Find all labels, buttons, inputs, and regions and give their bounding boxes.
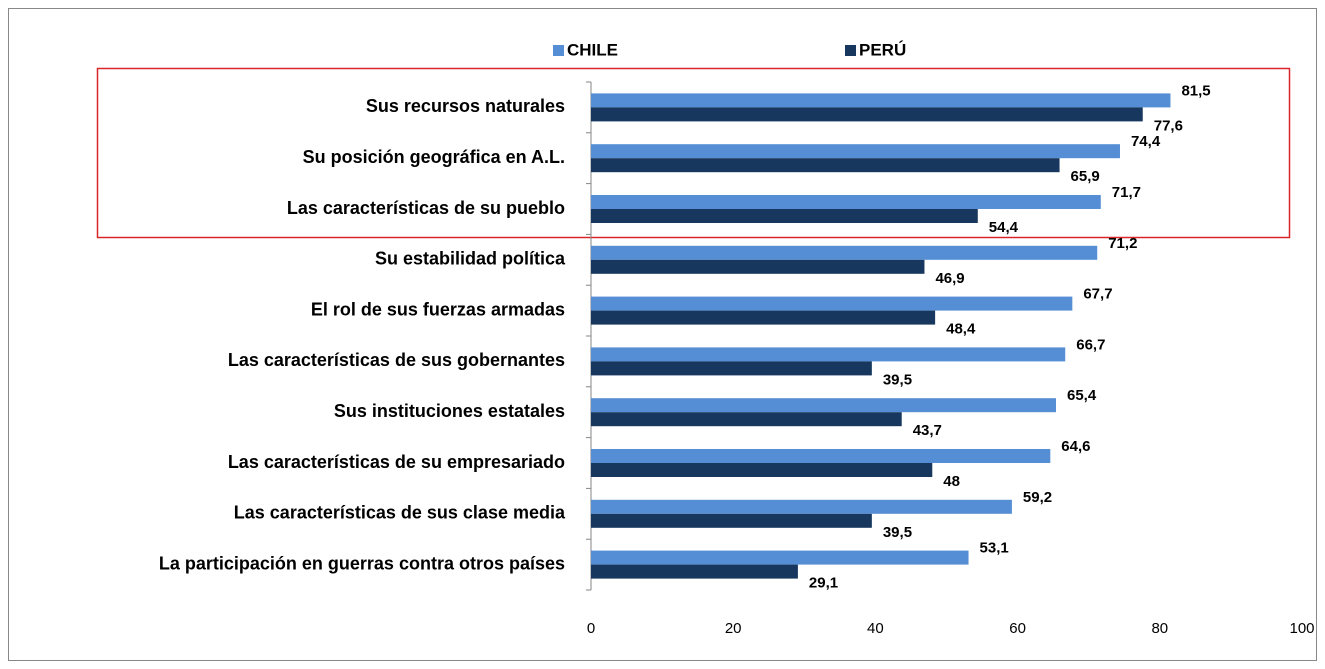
data-label: 65,4: [1067, 387, 1097, 404]
data-label: 67,7: [1083, 286, 1112, 303]
x-tick-label: 60: [1009, 620, 1026, 637]
data-label: 81,5: [1181, 82, 1210, 99]
highlight-box: [96, 67, 1291, 239]
data-label: 29,1: [809, 575, 838, 592]
data-label: 74,4: [1131, 133, 1161, 150]
data-label: 65,9: [1071, 168, 1100, 185]
bar: [591, 463, 933, 477]
bar: [591, 347, 1066, 362]
bar: [591, 93, 1171, 108]
legend-swatch: [845, 45, 856, 56]
bar: [591, 158, 1060, 173]
data-label: 71,2: [1108, 235, 1137, 252]
data-label: 64,6: [1061, 438, 1090, 455]
data-label: 77,6: [1154, 117, 1183, 134]
bar: [591, 513, 872, 528]
data-label: 54,4: [989, 219, 1019, 236]
bar: [591, 245, 1098, 260]
data-label: 39,5: [883, 524, 912, 541]
data-label: 39,5: [883, 371, 912, 388]
x-tick-label: 0: [587, 620, 595, 637]
x-tick-label: 40: [867, 620, 884, 637]
data-label: 46,9: [935, 270, 964, 287]
y-tick-label: Las características de su empresariado: [228, 452, 565, 472]
y-tick-label: Las características de sus gobernantes: [228, 350, 565, 370]
legend-label: PERÚ: [859, 40, 906, 59]
x-tick-label: 100: [1289, 620, 1314, 637]
y-tick-label: Su posición geográfica en A.L.: [303, 147, 565, 167]
y-tick-label: Las características de su pueblo: [287, 198, 565, 218]
bar: [591, 398, 1056, 413]
legend-swatch: [553, 45, 564, 56]
data-label: 48,4: [946, 321, 976, 338]
x-tick-label: 80: [1151, 620, 1168, 637]
data-label: 59,2: [1023, 489, 1052, 506]
y-tick-label: Sus recursos naturales: [366, 96, 565, 116]
y-tick-label: Las características de sus clase media: [234, 503, 566, 523]
data-label: 53,1: [980, 540, 1009, 557]
data-label: 71,7: [1112, 184, 1141, 201]
bar: [591, 449, 1051, 463]
data-label: 48: [943, 473, 960, 490]
legend-label: CHILE: [567, 40, 618, 59]
bar: [591, 550, 969, 565]
data-label: 66,7: [1076, 336, 1105, 353]
bar: [591, 296, 1073, 311]
bar: [591, 564, 798, 579]
bar: [591, 195, 1101, 209]
y-tick-label: Su estabilidad política: [375, 249, 566, 269]
bar: [591, 144, 1120, 159]
y-tick-label: El rol de sus fuerzas armadas: [311, 299, 565, 319]
bar: [591, 107, 1143, 122]
y-tick-label: Sus instituciones estatales: [334, 401, 565, 421]
bar: [591, 209, 978, 223]
bar: [591, 259, 925, 274]
x-tick-label: 20: [725, 620, 742, 637]
y-tick-label: La participación en guerras contra otros…: [159, 553, 565, 573]
bar: [591, 310, 936, 325]
bar: [591, 361, 872, 376]
bar: [591, 412, 902, 427]
bar: [591, 499, 1012, 514]
data-label: 43,7: [913, 422, 942, 439]
